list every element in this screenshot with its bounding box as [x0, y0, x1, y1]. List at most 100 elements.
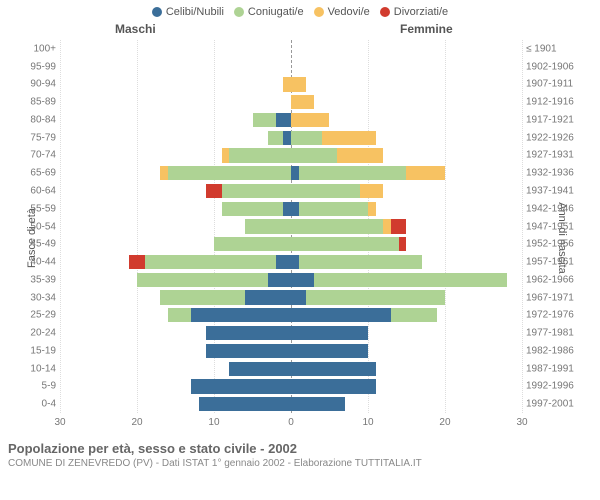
bar-segment — [206, 184, 221, 198]
birth-year-label: 1947-1951 — [526, 221, 588, 232]
age-label: 20-24 — [12, 328, 56, 339]
x-tick: 10 — [362, 417, 373, 428]
bar-female — [291, 326, 522, 340]
legend-swatch — [380, 7, 390, 17]
birth-year-label: 1972-1976 — [526, 310, 588, 321]
bar-segment — [291, 397, 345, 411]
birth-year-label: 1922-1926 — [526, 132, 588, 143]
bar-male — [60, 60, 291, 74]
chart-footer: Popolazione per età, sesso e stato civil… — [0, 435, 600, 469]
pyramid-row: 5-91992-1996 — [60, 378, 522, 396]
bar-male — [60, 379, 291, 393]
birth-year-label: 1987-1991 — [526, 363, 588, 374]
chart-title: Popolazione per età, sesso e stato civil… — [8, 441, 592, 456]
legend-label: Vedovi/e — [328, 6, 370, 18]
bar-female — [291, 219, 522, 233]
pyramid-row: 25-291972-1976 — [60, 306, 522, 324]
bar-female — [291, 237, 522, 251]
bar-segment — [268, 131, 283, 145]
bar-segment — [214, 237, 291, 251]
legend-item: Vedovi/e — [314, 6, 370, 18]
bar-segment — [314, 273, 507, 287]
age-label: 85-89 — [12, 97, 56, 108]
bar-segment — [299, 166, 407, 180]
bar-segment — [299, 202, 368, 216]
bar-segment — [191, 308, 291, 322]
age-label: 80-84 — [12, 114, 56, 125]
bar-segment — [337, 148, 383, 162]
birth-year-label: 1952-1956 — [526, 239, 588, 250]
legend-swatch — [234, 7, 244, 17]
bar-segment — [368, 202, 376, 216]
bar-female — [291, 255, 522, 269]
bar-female — [291, 131, 522, 145]
bar-segment — [276, 113, 291, 127]
bar-segment — [383, 219, 391, 233]
legend-item: Coniugati/e — [234, 6, 304, 18]
bar-segment — [137, 273, 268, 287]
bar-male — [60, 131, 291, 145]
bar-segment — [291, 113, 329, 127]
age-label: 100+ — [12, 43, 56, 54]
age-label: 70-74 — [12, 150, 56, 161]
bar-segment — [199, 397, 291, 411]
pyramid-row: 85-891912-1916 — [60, 93, 522, 111]
bar-segment — [291, 202, 299, 216]
birth-year-label: 1932-1936 — [526, 168, 588, 179]
bar-segment — [306, 290, 445, 304]
pyramid-row: 100+≤ 1901 — [60, 40, 522, 58]
birth-year-label: 1942-1946 — [526, 203, 588, 214]
pyramid-row: 45-491952-1956 — [60, 235, 522, 253]
bar-segment — [299, 255, 422, 269]
bar-male — [60, 77, 291, 91]
bar-female — [291, 362, 522, 376]
bar-segment — [222, 148, 230, 162]
bar-male — [60, 290, 291, 304]
bar-segment — [291, 308, 391, 322]
bar-female — [291, 379, 522, 393]
plot-inner: 100+≤ 190195-991902-190690-941907-191185… — [60, 40, 522, 413]
bar-segment — [291, 362, 376, 376]
pyramid-row: 20-241977-1981 — [60, 324, 522, 342]
age-label: 95-99 — [12, 61, 56, 72]
legend-swatch — [314, 7, 324, 17]
bar-segment — [168, 308, 191, 322]
bar-male — [60, 397, 291, 411]
bar-segment — [291, 290, 306, 304]
bar-male — [60, 219, 291, 233]
age-label: 30-34 — [12, 292, 56, 303]
pyramid-row: 95-991902-1906 — [60, 58, 522, 76]
bar-segment — [245, 290, 291, 304]
bar-female — [291, 77, 522, 91]
pyramid-row: 50-541947-1951 — [60, 218, 522, 236]
bar-segment — [145, 255, 276, 269]
bar-segment — [222, 184, 291, 198]
bar-segment — [291, 344, 368, 358]
birth-year-label: 1907-1911 — [526, 79, 588, 90]
bar-male — [60, 362, 291, 376]
bar-female — [291, 273, 522, 287]
bar-segment — [229, 148, 291, 162]
bar-male — [60, 237, 291, 251]
birth-year-label: 1992-1996 — [526, 381, 588, 392]
header-female: Femmine — [400, 22, 453, 36]
pyramid-row: 35-391962-1966 — [60, 271, 522, 289]
x-tick: 30 — [54, 417, 65, 428]
bar-segment — [399, 237, 407, 251]
bar-segment — [283, 77, 291, 91]
age-label: 35-39 — [12, 274, 56, 285]
pyramid-row: 40-441957-1961 — [60, 253, 522, 271]
birth-year-label: 1997-2001 — [526, 399, 588, 410]
bar-segment — [160, 166, 168, 180]
bar-male — [60, 273, 291, 287]
plot-area: 100+≤ 190195-991902-190690-941907-191185… — [60, 40, 522, 413]
bar-segment — [160, 290, 245, 304]
age-label: 40-44 — [12, 257, 56, 268]
pyramid-row: 80-841917-1921 — [60, 111, 522, 129]
birth-year-label: 1912-1916 — [526, 97, 588, 108]
legend-label: Celibi/Nubili — [166, 6, 224, 18]
bar-male — [60, 255, 291, 269]
legend-item: Celibi/Nubili — [152, 6, 224, 18]
x-axis: 3020100102030 — [60, 417, 522, 431]
birth-year-label: 1967-1971 — [526, 292, 588, 303]
